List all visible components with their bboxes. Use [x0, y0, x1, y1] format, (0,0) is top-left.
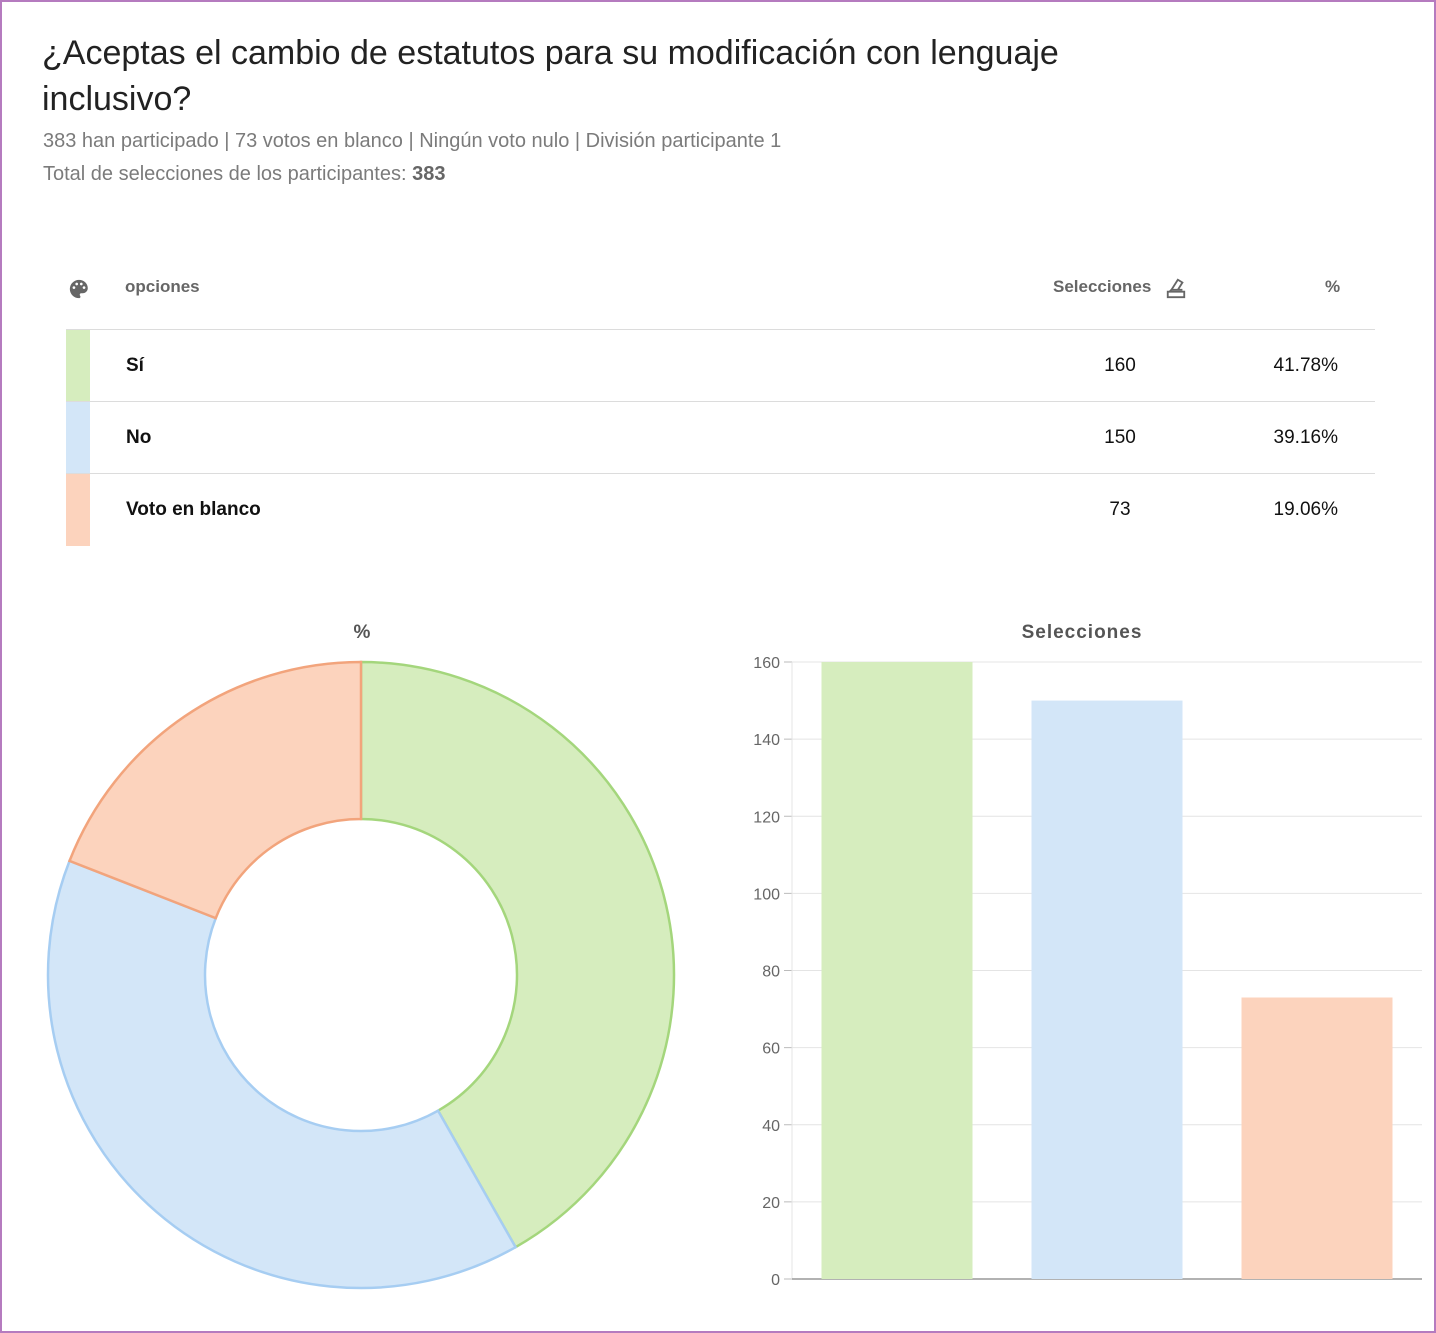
y-tick-label: 20	[762, 1195, 780, 1212]
total-selections: Total de selecciones de los participante…	[43, 161, 445, 187]
color-swatch	[66, 474, 90, 546]
bar[interactable]	[1031, 700, 1183, 1279]
y-tick-label: 80	[762, 964, 780, 981]
bar[interactable]	[821, 662, 973, 1279]
donut-slice[interactable]	[67, 660, 363, 920]
question-title: ¿Aceptas el cambio de estatutos para su …	[42, 34, 1059, 118]
color-swatch	[66, 402, 90, 473]
bar[interactable]	[1241, 997, 1393, 1279]
color-swatch	[66, 330, 90, 401]
column-header-percent: %	[1325, 277, 1341, 296]
option-count: 150	[1104, 427, 1136, 448]
column-header-selections: Selecciones	[1053, 277, 1152, 296]
y-tick-label: 0	[771, 1272, 780, 1289]
option-count: 160	[1104, 355, 1136, 376]
palette-icon	[69, 279, 88, 299]
y-tick-label: 60	[762, 1041, 780, 1058]
table-header: opciones Selecciones %	[66, 259, 1375, 330]
total-selections-label: Total de selecciones de los participante…	[43, 163, 407, 185]
option-percent: 19.06%	[1273, 499, 1338, 520]
option-label: Sí	[126, 355, 144, 376]
results-table: opciones Selecciones % Sí 160 41.78% No …	[66, 259, 1375, 546]
donut-chart-title: %	[353, 622, 371, 643]
option-percent: 39.16%	[1273, 427, 1338, 448]
y-tick-label: 160	[753, 655, 780, 672]
total-selections-value: 383	[412, 163, 446, 185]
participation-summary: 383 han participado | 73 votos en blanco…	[43, 130, 782, 152]
table-row: Sí 160 41.78%	[66, 330, 1375, 402]
donut-chart	[46, 660, 676, 1290]
table-row: No 150 39.16%	[66, 402, 1375, 474]
column-header-options: opciones	[125, 277, 200, 296]
option-label: Voto en blanco	[126, 499, 261, 520]
option-count: 73	[1109, 499, 1131, 520]
bar-chart-title: Selecciones	[1021, 622, 1143, 643]
option-label: No	[126, 427, 152, 448]
donut-slice[interactable]	[359, 660, 676, 1249]
donut-slice[interactable]	[46, 859, 518, 1290]
y-tick-label: 40	[762, 1118, 780, 1135]
y-tick-label: 100	[753, 886, 780, 903]
bar-chart: 0 20 40 60 80 100 120 140 160	[753, 655, 1422, 1289]
ballot-box-icon	[1166, 278, 1186, 299]
y-tick-label: 120	[753, 809, 780, 826]
y-tick-label: 140	[753, 732, 780, 749]
table-row: Voto en blanco 73 19.06%	[66, 474, 1375, 546]
option-percent: 41.78%	[1273, 355, 1338, 376]
